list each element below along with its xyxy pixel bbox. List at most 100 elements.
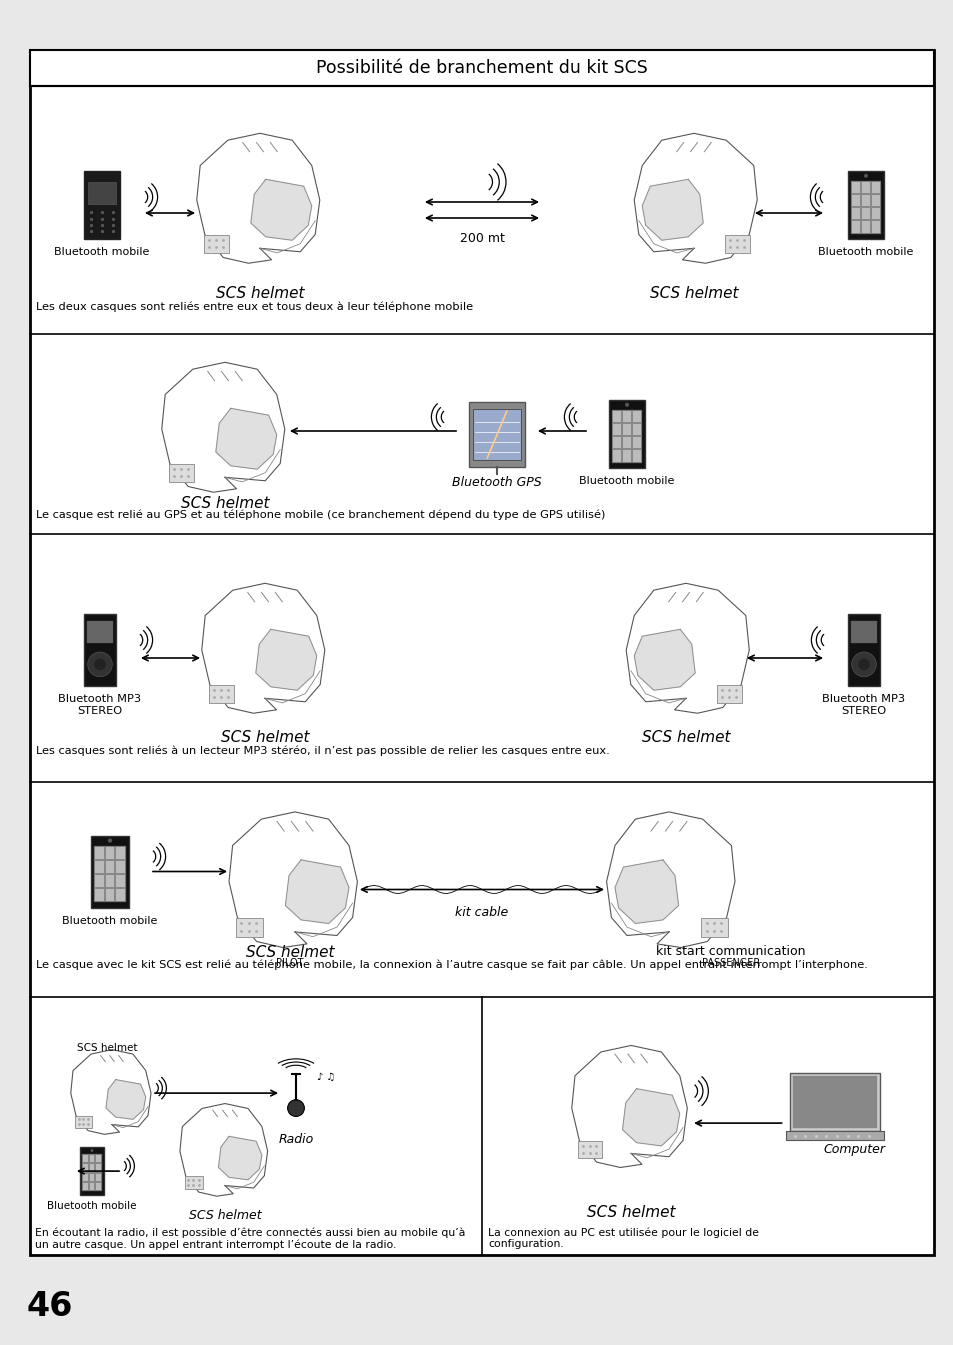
Bar [84, 171, 119, 239]
Text: SCS helmet: SCS helmet [180, 496, 269, 511]
Polygon shape [625, 584, 748, 713]
Text: kit cable: kit cable [455, 905, 508, 919]
Bar [95, 846, 104, 858]
Text: ♪ ♫: ♪ ♫ [316, 1072, 335, 1081]
Bar [88, 182, 116, 203]
Bar [862, 208, 869, 219]
Text: SCS helmet: SCS helmet [641, 730, 729, 745]
Polygon shape [255, 629, 316, 690]
Bar [96, 1155, 101, 1162]
Bar [116, 861, 125, 873]
Bar [75, 1115, 91, 1127]
Text: Bluetooth MP3
STEREO: Bluetooth MP3 STEREO [58, 694, 141, 716]
Polygon shape [229, 812, 357, 947]
Bar [613, 410, 620, 422]
Bar [95, 861, 104, 873]
Bar [96, 1165, 101, 1171]
Bar [30, 50, 933, 86]
Text: SCS helmet: SCS helmet [586, 1205, 675, 1220]
Bar [91, 835, 129, 908]
Text: Le casque avec le kit SCS est relié au téléphone mobile, la connexion à l’autre : Le casque avec le kit SCS est relié au t… [36, 960, 867, 971]
Bar [90, 1165, 94, 1171]
Bar [79, 1147, 105, 1196]
Text: Bluetooth mobile: Bluetooth mobile [54, 247, 150, 257]
Circle shape [108, 838, 112, 843]
Bar [847, 615, 880, 686]
Circle shape [863, 174, 867, 178]
Bar [169, 464, 193, 482]
Bar [609, 399, 644, 468]
Text: PILOT: PILOT [276, 958, 303, 968]
Bar [209, 685, 233, 703]
Bar [578, 1141, 601, 1158]
Bar [847, 171, 882, 239]
Bar [851, 208, 860, 219]
Bar [717, 685, 741, 703]
Bar [82, 1182, 88, 1190]
Polygon shape [571, 1045, 686, 1167]
Bar [106, 889, 114, 901]
Bar [185, 1176, 203, 1189]
Text: PASSENGER: PASSENGER [701, 958, 760, 968]
Bar [81, 1154, 102, 1192]
Polygon shape [106, 1080, 146, 1119]
Bar [82, 1155, 88, 1162]
Bar [116, 889, 125, 901]
Bar [792, 1076, 876, 1128]
Text: Bluetooth GPS: Bluetooth GPS [452, 476, 541, 490]
Polygon shape [201, 584, 324, 713]
Text: Computer: Computer [822, 1143, 884, 1157]
Bar [632, 437, 640, 448]
Bar [106, 846, 114, 858]
Text: SCS helmet: SCS helmet [76, 1044, 137, 1053]
Bar [90, 1155, 94, 1162]
Polygon shape [622, 1088, 679, 1146]
Text: Possibilité de branchement du kit SCS: Possibilité de branchement du kit SCS [315, 59, 647, 77]
Bar [96, 1174, 101, 1181]
Text: Bluetooth MP3
STEREO: Bluetooth MP3 STEREO [821, 694, 904, 716]
Polygon shape [180, 1103, 268, 1196]
Bar [30, 50, 933, 1255]
Circle shape [288, 1100, 304, 1116]
Bar [613, 451, 620, 461]
Bar [106, 861, 114, 873]
Bar [469, 402, 524, 467]
Bar [724, 234, 750, 253]
Bar [862, 195, 869, 206]
Circle shape [858, 659, 869, 670]
Bar [622, 410, 630, 422]
Text: SCS helmet: SCS helmet [246, 946, 334, 960]
Bar [862, 222, 869, 233]
Bar [106, 874, 114, 886]
Text: Le casque est relié au GPS et au téléphone mobile (ce branchement dépend du type: Le casque est relié au GPS et au télépho… [36, 508, 605, 519]
Bar [236, 917, 262, 936]
Text: Les casques sont reliés à un lecteur MP3 stéréo, il n’est pas possible de relier: Les casques sont reliés à un lecteur MP3… [36, 745, 609, 756]
Bar [851, 182, 860, 192]
Text: Bluetooth mobile: Bluetooth mobile [818, 247, 913, 257]
Bar [871, 182, 879, 192]
Text: SCS helmet: SCS helmet [649, 286, 738, 301]
Text: Les deux casques sont reliés entre eux et tous deux à leur téléphone mobile: Les deux casques sont reliés entre eux e… [36, 301, 473, 312]
Bar [789, 1073, 879, 1131]
Bar [116, 874, 125, 886]
Text: Radio: Radio [278, 1132, 314, 1146]
Bar [851, 222, 860, 233]
Polygon shape [251, 179, 312, 241]
Text: Bluetooth mobile: Bluetooth mobile [578, 476, 674, 486]
Bar [632, 410, 640, 422]
Bar [700, 917, 727, 936]
Bar [96, 1182, 101, 1190]
Bar [862, 182, 869, 192]
Text: SCS helmet: SCS helmet [215, 286, 304, 301]
Bar [82, 1174, 88, 1181]
Bar [82, 1165, 88, 1171]
Bar [472, 409, 520, 460]
Bar [95, 874, 104, 886]
Bar [850, 621, 876, 643]
Bar [850, 180, 880, 234]
Text: SCS helmet: SCS helmet [220, 730, 309, 745]
Bar [784, 1131, 882, 1139]
Polygon shape [215, 409, 276, 469]
Bar [632, 451, 640, 461]
Text: 46: 46 [27, 1290, 73, 1323]
